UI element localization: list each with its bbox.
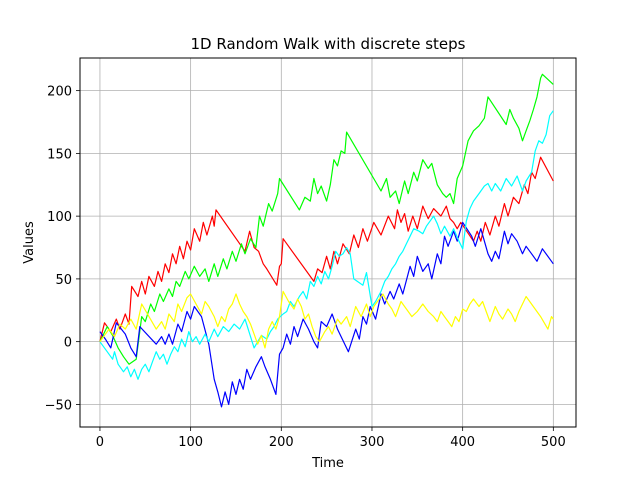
x-tick-label: 200 <box>269 435 294 450</box>
y-tick-label: 150 <box>47 147 72 162</box>
ticks: 0 100 200 300 400 500 −50 0 50 100 150 200 <box>45 85 566 450</box>
y-tick-label: −50 <box>45 398 72 413</box>
x-tick-label: 300 <box>360 435 385 450</box>
y-tick-label: 50 <box>55 273 72 288</box>
plot-frame <box>79 57 577 428</box>
series-line-3 <box>99 221 554 408</box>
y-axis-title: Values <box>22 221 37 264</box>
y-tick-label: 200 <box>47 85 72 100</box>
series-line-4 <box>99 110 554 380</box>
x-tick-label: 100 <box>178 435 203 450</box>
series-line-2 <box>99 73 554 365</box>
y-tick-label: 0 <box>64 336 72 351</box>
series-line-5 <box>99 290 554 349</box>
x-tick-label: 400 <box>450 435 475 450</box>
y-tick-label: 100 <box>47 210 72 225</box>
x-axis-title: Time <box>311 456 344 471</box>
x-tick-label: 0 <box>96 435 104 450</box>
x-tick-label: 500 <box>541 435 566 450</box>
chart-title: 1D Random Walk with discrete steps <box>191 35 466 53</box>
series-layer <box>99 73 554 408</box>
